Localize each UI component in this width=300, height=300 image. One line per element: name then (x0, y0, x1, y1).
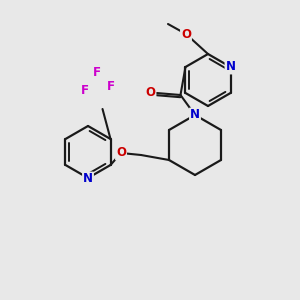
Text: N: N (83, 172, 93, 185)
Text: O: O (146, 86, 155, 100)
Text: N: N (226, 61, 236, 74)
Text: F: F (92, 67, 101, 80)
Text: F: F (80, 85, 88, 98)
Text: N: N (190, 109, 200, 122)
Text: F: F (106, 80, 115, 94)
Text: O: O (181, 28, 191, 40)
Text: O: O (116, 146, 126, 160)
